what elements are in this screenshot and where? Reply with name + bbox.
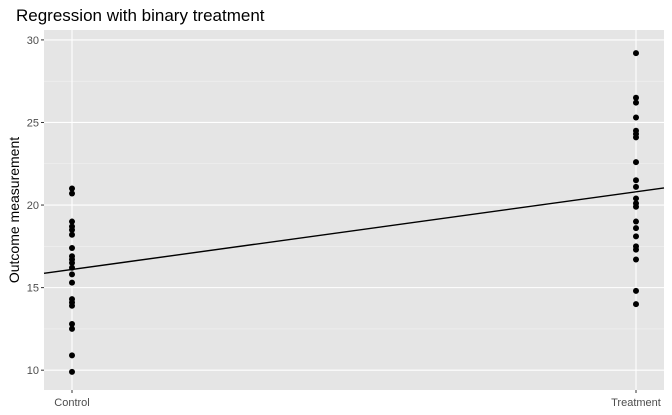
data-point	[69, 190, 75, 197]
x-tick-label: Control	[54, 397, 89, 409]
data-point	[633, 233, 639, 240]
x-axis: Control Treatment	[54, 390, 661, 409]
data-point	[69, 368, 75, 375]
data-point	[633, 183, 639, 190]
data-point	[633, 301, 639, 308]
data-point	[633, 195, 639, 202]
x-tick-label: Treatment	[611, 397, 661, 409]
regression-line-group	[43, 187, 665, 274]
data-point	[633, 177, 639, 184]
data-point	[633, 218, 639, 225]
data-point	[69, 271, 75, 278]
data-point	[69, 244, 75, 251]
data-point	[69, 352, 75, 359]
data-point	[633, 134, 639, 141]
data-point	[69, 231, 75, 238]
data-point	[633, 159, 639, 166]
data-point	[69, 320, 75, 327]
data-point	[633, 256, 639, 263]
data-point	[69, 279, 75, 286]
data-point	[69, 259, 75, 266]
data-point	[633, 225, 639, 232]
data-point	[69, 218, 75, 225]
y-tick-label: 20	[27, 200, 39, 212]
data-point	[69, 185, 75, 192]
y-axis-title: Outcome measurement	[6, 137, 22, 283]
data-point	[633, 114, 639, 121]
data-point	[633, 287, 639, 294]
data-point	[69, 325, 75, 332]
data-point	[633, 50, 639, 57]
y-axis: 10 15 20 25 30	[27, 35, 44, 377]
y-tick-label: 10	[27, 365, 39, 377]
data-point	[633, 94, 639, 101]
y-tick-label: 30	[27, 35, 39, 47]
data-point	[69, 302, 75, 309]
plot-panel	[44, 30, 664, 390]
chart-title: Regression with binary treatment	[16, 6, 265, 25]
data-point	[633, 246, 639, 253]
data-point	[633, 99, 639, 106]
data-point	[69, 226, 75, 233]
regression-line	[43, 187, 665, 274]
data-points	[69, 50, 639, 375]
data-point	[633, 203, 639, 210]
y-tick-label: 15	[27, 283, 39, 295]
y-tick-label: 25	[27, 117, 39, 129]
